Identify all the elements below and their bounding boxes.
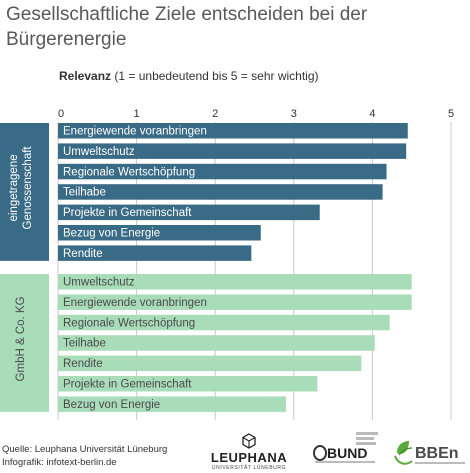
bar-label: Rendite — [63, 358, 103, 370]
bar — [58, 314, 390, 331]
bund-logo-icon: BUND — [313, 432, 378, 463]
x-tick-label: 5 — [448, 108, 454, 120]
bar-label: Regionale Wertschöpfung — [63, 317, 195, 329]
bar — [58, 225, 261, 241]
bund-wordmark: BUND — [327, 445, 367, 461]
bar-label: Projekte in Gemeinschaft — [63, 207, 192, 219]
bar — [58, 274, 412, 290]
bar — [58, 143, 407, 159]
chart-title: Gesellschaftliche Ziele entscheiden bei … — [6, 4, 368, 50]
bar-label: Bezug von Energie — [63, 399, 160, 411]
bben-logo-icon: BBEn — [394, 441, 465, 465]
bben-wordmark: BBEn — [415, 445, 459, 462]
source-note: Quelle: Leuphana Universität Lüneburg In… — [2, 443, 167, 469]
bar-chart: 0 1 2 3 4 5 eingetragene Genossenschaft Energiew… — [0, 108, 454, 420]
x-tick-label: 0 — [58, 108, 64, 120]
group-label: GmbH & Co. KG — [15, 296, 27, 381]
x-tick-label: 4 — [369, 108, 375, 120]
bund-logo: BUND — [313, 432, 381, 469]
bar-label: Umweltschutz — [63, 146, 135, 158]
bar-label: Regionale Wertschöpfung — [63, 166, 195, 178]
chart-subtitle: Relevanz (1 = unbedeutend bis 5 = sehr w… — [59, 69, 319, 83]
leuphana-wordmark: LEUPHANA — [210, 450, 288, 465]
bar-label: Umweltschutz — [63, 277, 135, 289]
x-tick-label: 1 — [134, 108, 140, 120]
bar-label: Bezug von Energie — [63, 228, 160, 240]
bar-label: Energiewende voranbringen — [63, 126, 207, 138]
bar — [58, 294, 412, 310]
source-line: Quelle: Leuphana Universität Lüneburg — [2, 444, 168, 455]
bar — [58, 396, 286, 412]
subtitle-label: Relevanz — [59, 69, 112, 83]
bar — [58, 204, 320, 221]
bar-label: Energiewende voranbringen — [63, 297, 207, 309]
subtitle-text: (1 = unbedeutend bis 5 = sehr wichtig) — [114, 69, 319, 83]
group-label: Genossenschaft — [22, 146, 34, 230]
bar-label: Teilhabe — [63, 187, 106, 199]
x-tick-label: 3 — [291, 108, 297, 120]
bar-label: Teilhabe — [63, 338, 106, 350]
credit-line: Infografik: infotext-berlin.de — [2, 457, 117, 468]
bar — [58, 184, 383, 200]
bar-label: Projekte in Gemeinschaft — [63, 379, 192, 391]
leuphana-logo: LEUPHANA UNIVERSITÄT LÜNEBURG — [203, 433, 295, 471]
group-label-block — [0, 274, 49, 412]
group-label-block — [0, 123, 49, 261]
x-tick-label: 2 — [212, 108, 218, 120]
leuphana-subline: UNIVERSITÄT LÜNEBURG — [211, 465, 287, 471]
bar — [58, 163, 387, 180]
bar — [58, 245, 252, 261]
bar — [58, 376, 318, 392]
bar-label: Rendite — [63, 248, 103, 260]
group-label: eingetragene — [8, 154, 20, 221]
bar — [58, 355, 362, 372]
leuphana-icon — [242, 433, 256, 449]
bben-logo: BBEn — [394, 440, 468, 473]
bar — [58, 123, 408, 139]
bar — [58, 335, 375, 351]
